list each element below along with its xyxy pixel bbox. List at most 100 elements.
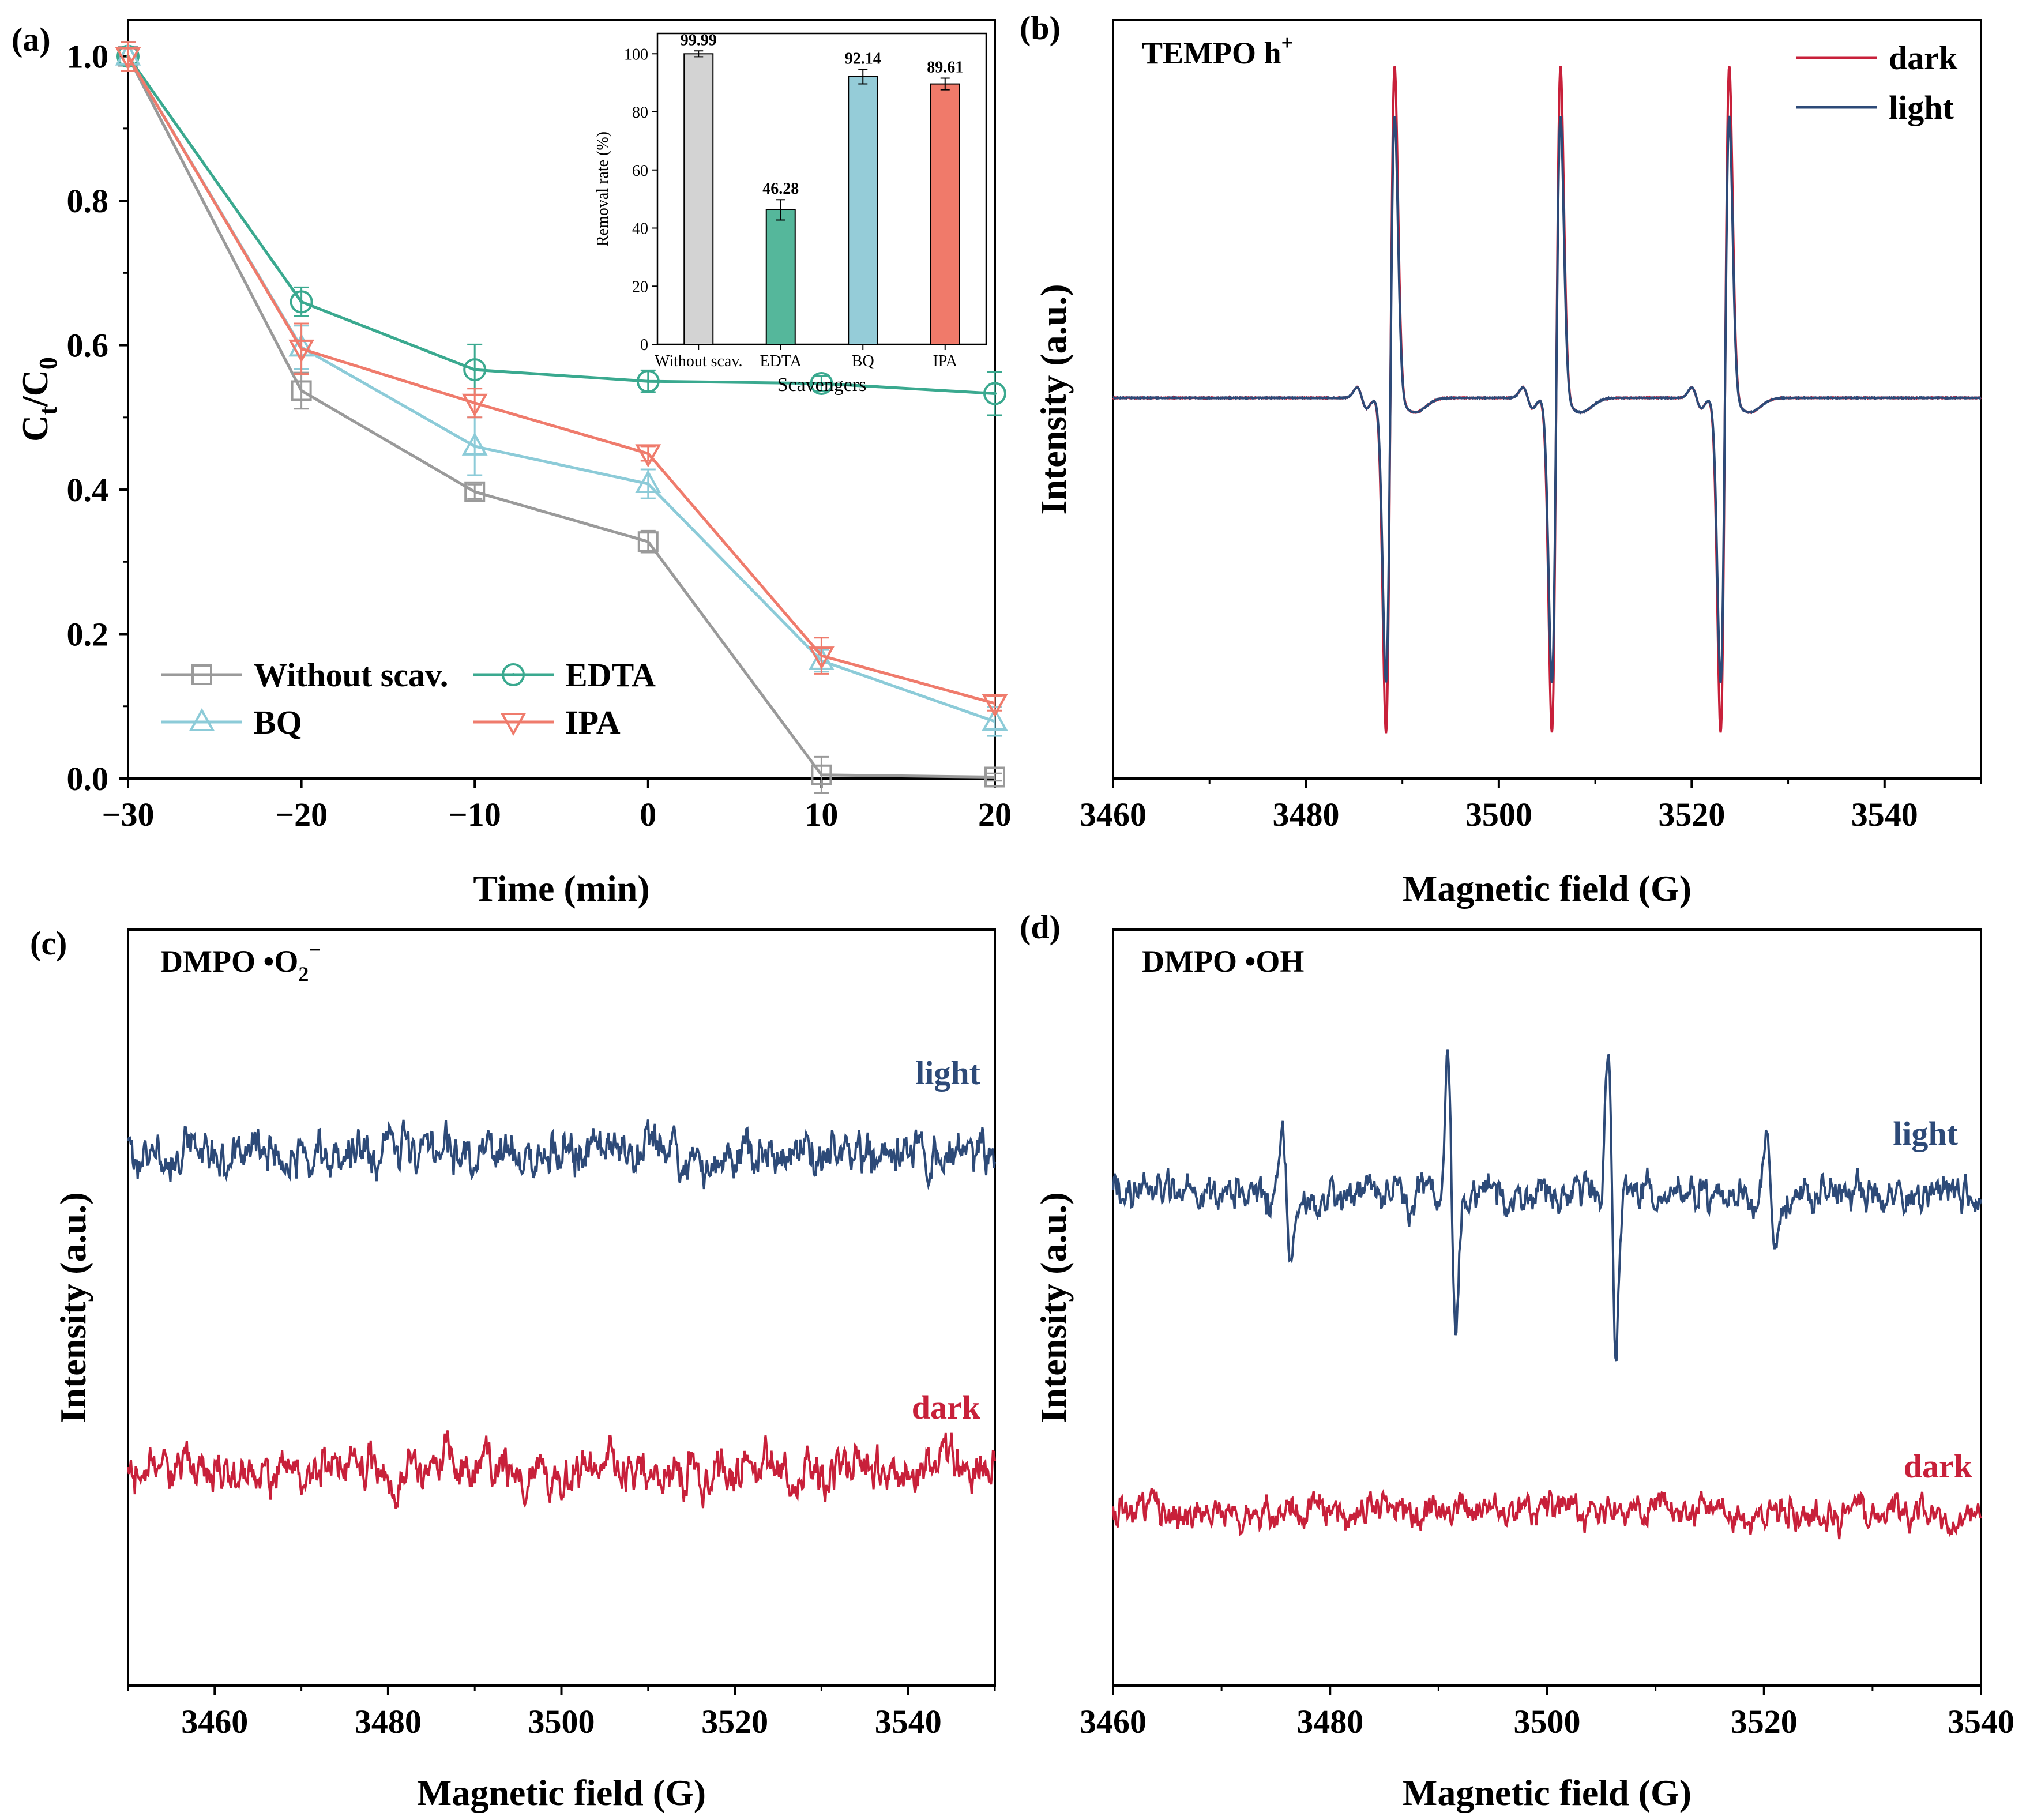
data-point-center: [820, 381, 824, 385]
chart-b: 3460 3480 3500 3520 3540 Magnetic field (G) In…: [1033, 19, 1982, 909]
inset-bar: [765, 209, 796, 345]
x-axis-title: Magnetic field (G): [1403, 1772, 1692, 1813]
series-line: [126, 55, 995, 779]
legend-label: IPA: [565, 704, 621, 741]
data-point: [191, 664, 212, 685]
data-point: [463, 358, 487, 382]
legend-label: light: [1889, 89, 1954, 126]
data-point: [810, 371, 833, 395]
inset-bar-value-label: 89.61: [927, 59, 963, 77]
panel-b-label: (b): [1020, 9, 1061, 47]
inset-bar: [683, 53, 714, 345]
plot-frame: [127, 928, 996, 1687]
x-tick-label: 3520: [701, 1703, 768, 1740]
series-ipa: [115, 41, 1008, 717]
chart-d: 3460 3480 3500 3520 3540 Magnetic field (G) In…: [1033, 928, 2014, 1813]
data-point-center: [473, 368, 477, 372]
panel-d-annotation: DMPO •OH: [1142, 944, 1304, 979]
series-dark: [127, 1430, 996, 1509]
y-tick-label: 1.0: [67, 38, 109, 76]
y-tick-label: 0.0: [67, 760, 109, 798]
x-tick-label: 3540: [875, 1703, 942, 1740]
panel-a-label: (a): [12, 21, 51, 58]
data-point-center: [299, 300, 303, 304]
data-point: [982, 707, 1008, 731]
series-label-dark: dark: [912, 1389, 981, 1426]
x-tick-label: 0: [640, 796, 656, 833]
series-label-light: light: [1893, 1115, 1958, 1152]
x-tick-label: 20: [978, 796, 1012, 833]
inset-frame: [656, 32, 987, 345]
series-light: [1112, 1049, 1982, 1362]
inset-x-axis-title: Scavengers: [777, 374, 867, 396]
series-label-dark: dark: [1904, 1447, 1973, 1485]
data-point: [982, 694, 1008, 717]
series-line: [126, 55, 995, 395]
x-tick-label: 3500: [1465, 796, 1532, 833]
x-tick-label: 10: [805, 796, 838, 833]
inset-y-tick-label: 60: [632, 162, 648, 180]
x-tick-label: −20: [275, 796, 328, 833]
data-point: [635, 469, 661, 494]
y-tick-label: 0.6: [67, 327, 109, 364]
x-tick-label: 3540: [1851, 796, 1918, 833]
chart-c: 3460 3480 3500 3520 3540 Magnetic field (G) In…: [52, 928, 996, 1813]
series-dark: [1112, 65, 1982, 734]
data-point: [808, 646, 835, 670]
y-axis-title: Ct/C0: [14, 357, 62, 442]
series-light: [127, 1119, 996, 1190]
x-tick-label: 3520: [1731, 1703, 1798, 1740]
x-tick-label: 3480: [355, 1703, 422, 1740]
x-tick-label: 3480: [1296, 1703, 1363, 1740]
data-point-center: [512, 673, 515, 676]
inset-x-tick-label: Without scav.: [655, 352, 743, 370]
data-point: [461, 393, 488, 417]
plot-frame: [1112, 928, 1982, 1687]
x-axis-title: Time (min): [473, 868, 649, 909]
x-tick-label: 3500: [1514, 1703, 1581, 1740]
series-line: [126, 55, 995, 705]
data-point: [500, 713, 527, 736]
inset-bar-value-label: 99.99: [681, 31, 717, 49]
inset-bar: [848, 76, 878, 345]
data-point: [288, 339, 315, 363]
data-point: [502, 663, 525, 686]
inset-bar-value-label: 92.14: [845, 50, 881, 67]
inset-x-tick-label: EDTA: [760, 352, 802, 370]
data-point: [984, 766, 1005, 788]
panel-b-annotation: TEMPO h+: [1142, 31, 1293, 70]
data-point: [637, 531, 659, 552]
legend-label: BQ: [254, 704, 302, 741]
chart-a-inset: 0 20 40 60 80 100 99.99 Without scav. 46.28 EDTA 9…: [594, 31, 987, 396]
series-dark: [1112, 1488, 1982, 1540]
y-axis-title: Intensity (a.u.): [1033, 284, 1074, 514]
series-label-light: light: [915, 1054, 980, 1092]
inset-y-tick-label: 40: [632, 220, 648, 238]
panel-c-annotation: DMPO •O2−: [160, 938, 321, 986]
data-point: [291, 380, 312, 401]
x-tick-label: 3460: [1080, 1703, 1147, 1740]
x-tick-label: −10: [449, 796, 501, 833]
inset-y-axis-title: Removal rate (%): [594, 131, 612, 246]
inset-x-tick-label: IPA: [933, 352, 957, 370]
x-tick-label: 3540: [1948, 1703, 2014, 1740]
legend-label: EDTA: [565, 656, 656, 694]
data-point: [115, 47, 141, 70]
x-axis-title: Magnetic field (G): [1403, 868, 1692, 909]
chart-a: −30 −20 −10 0 10 20 0.0 0.2 0.4 0.6 0.8 1.0 Time (mi…: [14, 19, 1012, 909]
y-tick-label: 0.2: [67, 616, 109, 653]
legend-label: dark: [1889, 39, 1958, 77]
y-tick-label: 0.8: [67, 182, 109, 220]
legend-label: Without scav.: [254, 656, 448, 694]
y-axis-title: Intensity (a.u.): [1033, 1192, 1074, 1423]
x-tick-label: 3520: [1658, 796, 1725, 833]
inset-y-tick-label: 100: [624, 46, 648, 63]
data-point: [983, 382, 1006, 405]
data-point: [189, 708, 215, 731]
legend: Without scav. EDTA BQ IPA: [161, 656, 656, 741]
panel-c-label: (c): [30, 924, 67, 962]
inset-bar-value-label: 46.28: [762, 180, 799, 198]
data-point: [461, 432, 488, 456]
x-tick-label: 3460: [1080, 796, 1147, 833]
